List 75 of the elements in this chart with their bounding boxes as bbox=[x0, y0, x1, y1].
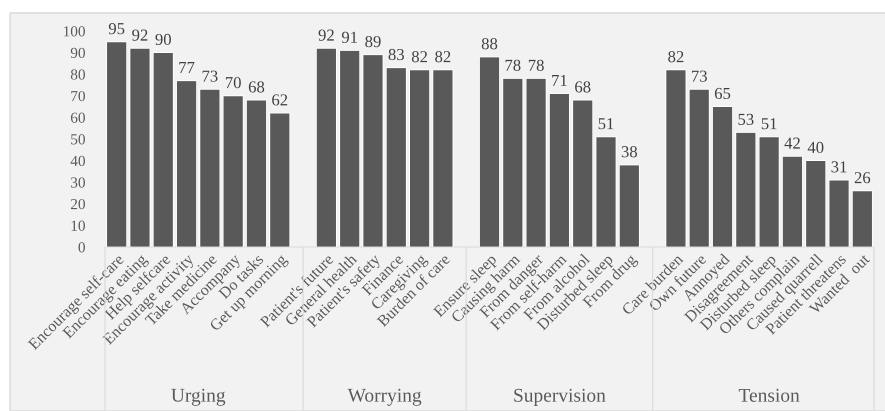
data-label: 68 bbox=[248, 81, 264, 93]
bar bbox=[618, 164, 640, 247]
bar bbox=[199, 88, 220, 247]
bar bbox=[758, 136, 780, 247]
bar bbox=[362, 54, 384, 247]
data-label: 42 bbox=[784, 138, 800, 149]
bar bbox=[106, 41, 128, 247]
data-label: 71 bbox=[552, 74, 567, 86]
bar bbox=[479, 56, 500, 247]
bar bbox=[735, 132, 756, 247]
y-tick-label: 100 bbox=[64, 26, 85, 36]
data-label: 31 bbox=[832, 161, 846, 172]
bar bbox=[502, 78, 524, 247]
data-label: 73 bbox=[692, 70, 707, 82]
data-label: 78 bbox=[506, 60, 520, 71]
bar bbox=[596, 136, 616, 247]
data-label: 51 bbox=[598, 118, 614, 130]
data-label: 40 bbox=[808, 142, 824, 154]
text: Tension bbox=[738, 388, 800, 402]
bar bbox=[152, 52, 174, 247]
data-label: 95 bbox=[108, 23, 124, 34]
data-label: 82 bbox=[668, 51, 684, 62]
bar bbox=[688, 88, 710, 247]
data-label: 26 bbox=[854, 172, 870, 184]
bar bbox=[409, 69, 430, 247]
bar bbox=[246, 100, 267, 247]
data-label: 51 bbox=[762, 118, 776, 130]
y-tick-label: 40 bbox=[70, 156, 85, 166]
bar bbox=[526, 78, 547, 247]
y-tick-label: 80 bbox=[70, 69, 85, 80]
y-tick-label: 10 bbox=[72, 220, 85, 231]
y-tick-label: 90 bbox=[70, 48, 85, 58]
data-label: 38 bbox=[622, 146, 638, 158]
y-tick-label: 50 bbox=[71, 134, 85, 144]
bar bbox=[130, 48, 150, 247]
bar bbox=[712, 106, 733, 247]
data-label: 70 bbox=[226, 77, 241, 88]
bar bbox=[222, 95, 244, 247]
data-label: 82 bbox=[412, 51, 428, 62]
bar bbox=[269, 112, 290, 247]
y-tick-label: 60 bbox=[70, 112, 85, 123]
data-label: 68 bbox=[575, 81, 590, 93]
text: Urging bbox=[171, 388, 226, 406]
data-label: 83 bbox=[388, 48, 404, 60]
bar bbox=[339, 50, 360, 247]
data-label: 91 bbox=[342, 32, 358, 43]
bar bbox=[176, 80, 197, 247]
data-label: 88 bbox=[482, 38, 498, 50]
text: Supervision bbox=[514, 388, 606, 406]
y-tick-label: 0 bbox=[78, 242, 85, 252]
data-label: 82 bbox=[435, 51, 450, 62]
bar bbox=[782, 156, 803, 247]
bar bbox=[432, 69, 454, 247]
bar bbox=[386, 67, 407, 247]
bar bbox=[828, 180, 850, 247]
data-label: 92 bbox=[132, 30, 148, 41]
bar bbox=[548, 93, 570, 247]
data-label: 65 bbox=[714, 88, 730, 100]
data-label: 53 bbox=[738, 114, 754, 125]
bar bbox=[572, 100, 594, 247]
bar bbox=[665, 69, 686, 247]
data-label: 62 bbox=[272, 94, 288, 106]
text: Worrying bbox=[348, 388, 422, 406]
bar bbox=[316, 48, 337, 247]
y-tick-label: 20 bbox=[70, 198, 85, 210]
data-label: 77 bbox=[179, 62, 194, 73]
bar bbox=[805, 160, 826, 247]
bar bbox=[852, 190, 873, 247]
data-label: 90 bbox=[155, 34, 171, 46]
y-tick-label: 30 bbox=[71, 177, 85, 188]
data-label: 89 bbox=[365, 36, 381, 48]
data-label: 92 bbox=[318, 30, 334, 41]
y-tick-label: 70 bbox=[71, 90, 85, 102]
data-label: 73 bbox=[202, 70, 218, 82]
data-label: 78 bbox=[528, 60, 544, 71]
